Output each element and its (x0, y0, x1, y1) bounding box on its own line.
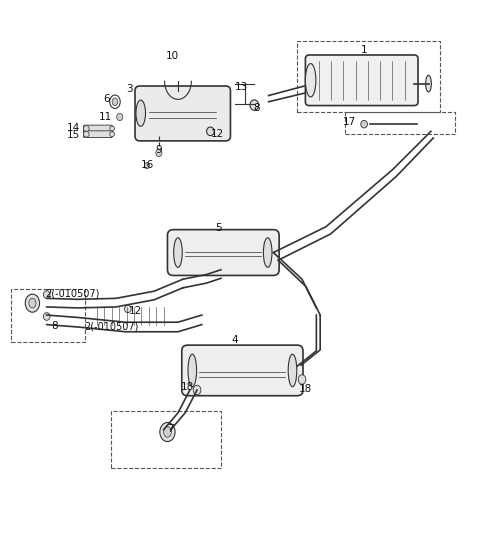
Ellipse shape (29, 298, 36, 308)
Ellipse shape (43, 313, 50, 320)
Ellipse shape (156, 149, 162, 156)
Ellipse shape (144, 163, 150, 169)
Ellipse shape (250, 100, 259, 110)
Ellipse shape (110, 126, 115, 131)
Text: 16: 16 (141, 160, 154, 170)
FancyBboxPatch shape (305, 55, 418, 105)
Text: 17: 17 (343, 117, 356, 127)
Text: 10: 10 (166, 51, 179, 61)
Ellipse shape (117, 114, 123, 121)
Text: 2(-010507): 2(-010507) (84, 321, 138, 331)
Ellipse shape (124, 305, 131, 313)
Ellipse shape (305, 64, 316, 97)
Text: 12: 12 (210, 128, 224, 139)
Text: 5: 5 (215, 223, 222, 233)
Ellipse shape (206, 127, 214, 136)
Text: 9: 9 (156, 145, 162, 155)
FancyBboxPatch shape (84, 125, 113, 132)
Ellipse shape (112, 98, 118, 105)
Ellipse shape (110, 132, 115, 137)
Text: 15: 15 (66, 130, 80, 139)
Text: 13: 13 (235, 82, 249, 92)
Text: 8: 8 (253, 103, 260, 114)
Ellipse shape (288, 354, 297, 386)
Ellipse shape (136, 100, 145, 126)
Ellipse shape (426, 75, 432, 92)
Text: 6: 6 (103, 94, 110, 104)
Text: 11: 11 (99, 112, 112, 122)
FancyBboxPatch shape (182, 345, 303, 396)
Text: 8: 8 (51, 321, 58, 331)
Text: 2(-010507): 2(-010507) (45, 289, 99, 299)
Ellipse shape (43, 291, 50, 298)
Text: 12: 12 (128, 306, 142, 316)
Ellipse shape (264, 238, 272, 267)
Text: 1: 1 (361, 45, 367, 55)
FancyBboxPatch shape (168, 229, 279, 276)
Ellipse shape (193, 385, 201, 395)
Ellipse shape (84, 131, 89, 137)
Text: 18: 18 (299, 384, 312, 394)
Ellipse shape (361, 120, 367, 128)
Text: 7: 7 (168, 424, 174, 434)
Text: 3: 3 (126, 85, 132, 94)
FancyBboxPatch shape (84, 131, 113, 138)
Ellipse shape (25, 294, 39, 312)
Ellipse shape (188, 354, 197, 386)
Ellipse shape (298, 375, 306, 384)
FancyBboxPatch shape (135, 86, 230, 141)
Ellipse shape (164, 427, 171, 437)
Text: 18: 18 (181, 382, 194, 392)
Text: 14: 14 (66, 122, 80, 132)
Ellipse shape (174, 238, 182, 267)
Ellipse shape (160, 422, 175, 441)
Text: 4: 4 (232, 335, 239, 345)
Ellipse shape (84, 126, 89, 131)
